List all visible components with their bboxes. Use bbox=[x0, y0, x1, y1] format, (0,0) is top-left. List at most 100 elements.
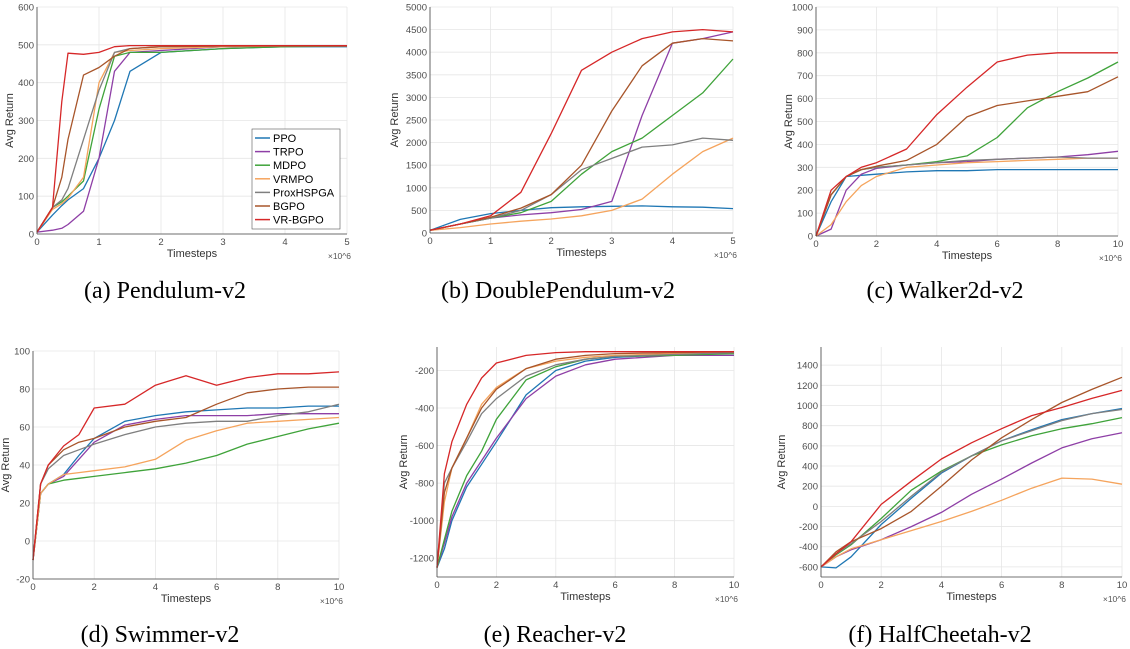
legend-entry: VRMPO bbox=[273, 174, 314, 186]
y-tick-label: 0 bbox=[813, 502, 818, 513]
y-tick-label: 60 bbox=[19, 423, 30, 434]
x-axis-label: Timesteps bbox=[167, 248, 218, 260]
x-tick-label: 10 bbox=[729, 580, 740, 591]
subplot-5: 0 2 4 6 8 10 -1200 -1000 -800 -600 -400 -200 Timeste… bbox=[398, 347, 739, 648]
x-tick-label: 6 bbox=[999, 580, 1004, 591]
y-tick-label: 700 bbox=[797, 71, 813, 82]
y-tick-label: 1200 bbox=[797, 381, 818, 392]
x-tick-label: 0 bbox=[427, 236, 432, 247]
x-multiplier: ×10^6 bbox=[1103, 594, 1126, 604]
x-axis-label: Timesteps bbox=[556, 247, 607, 259]
y-axis-label: Avg Return bbox=[398, 435, 410, 490]
y-tick-label: 80 bbox=[19, 385, 30, 396]
x-tick-label: 10 bbox=[1113, 239, 1124, 250]
y-tick-label: 4000 bbox=[406, 48, 427, 59]
x-tick-label: 6 bbox=[613, 580, 618, 591]
subplot-caption: (b) DoublePendulum-v2 bbox=[441, 278, 675, 304]
x-tick-label: 8 bbox=[1055, 239, 1060, 250]
subplot-6: 0 2 4 6 8 10 -600 -400 -200 0 200 400 600 800 1000 1200… bbox=[776, 347, 1127, 648]
y-axis-label: Avg Return bbox=[0, 438, 12, 493]
y-tick-label: 400 bbox=[18, 78, 34, 89]
series-line-proxhspga bbox=[820, 408, 1123, 568]
series-line-vr-bgpo bbox=[815, 52, 1118, 237]
series-line-vrmpo bbox=[815, 157, 1118, 237]
series-line-mdpo bbox=[32, 422, 340, 561]
subplot-caption: (f) HalfCheetah-v2 bbox=[848, 622, 1031, 648]
x-tick-label: 0 bbox=[30, 582, 35, 593]
legend-entry: MDPO bbox=[273, 160, 306, 172]
series-line-vr-bgpo bbox=[820, 389, 1123, 568]
y-tick-label: 3500 bbox=[406, 70, 427, 81]
y-tick-label: 0 bbox=[422, 229, 427, 240]
x-tick-label: 4 bbox=[553, 580, 558, 591]
y-tick-label: 800 bbox=[802, 421, 818, 432]
y-tick-label: 20 bbox=[19, 499, 30, 510]
x-tick-label: 3 bbox=[609, 236, 614, 247]
subplot-2: 0 1 2 3 4 5 0 500 1000 1500 2000 2500 3000 3500 4000 45… bbox=[389, 3, 737, 305]
y-tick-label: 100 bbox=[18, 192, 34, 203]
y-tick-label: -200 bbox=[799, 522, 818, 533]
y-tick-label: 1500 bbox=[406, 161, 427, 172]
series-line-vr-bgpo bbox=[429, 28, 734, 231]
subplot-3: 0 2 4 6 8 1001002003004005006007008009001000T… bbox=[783, 3, 1123, 305]
y-tick-label: 0 bbox=[25, 537, 30, 548]
x-tick-label: 0 bbox=[818, 580, 823, 591]
y-tick-label: -1200 bbox=[410, 554, 434, 565]
y-tick-label: 100 bbox=[797, 209, 813, 220]
y-tick-label: 0 bbox=[29, 230, 34, 241]
y-tick-label: 0 bbox=[808, 232, 813, 243]
y-tick-label: -600 bbox=[415, 441, 434, 452]
subplot-caption: (e) Reacher-v2 bbox=[484, 622, 627, 648]
x-tick-label: 8 bbox=[1059, 580, 1064, 591]
x-tick-label: 2 bbox=[874, 239, 879, 250]
legend-entry: TRPO bbox=[273, 147, 304, 159]
x-multiplier: ×10^6 bbox=[320, 596, 343, 606]
x-tick-label: 4 bbox=[939, 580, 944, 591]
series-line-trpo bbox=[436, 354, 734, 568]
y-tick-label: -1000 bbox=[410, 516, 434, 527]
x-multiplier: ×10^6 bbox=[1099, 253, 1122, 263]
y-axis-label: Avg Return bbox=[783, 94, 795, 149]
y-tick-label: 500 bbox=[411, 206, 427, 217]
plot-area bbox=[821, 347, 1122, 577]
y-tick-label: 400 bbox=[797, 140, 813, 151]
legend-entry: PPO bbox=[273, 133, 297, 145]
x-tick-label: 8 bbox=[672, 580, 677, 591]
y-tick-label: 800 bbox=[797, 48, 813, 59]
plot-area bbox=[437, 347, 734, 577]
x-multiplier: ×10^6 bbox=[714, 250, 737, 260]
y-tick-label: 900 bbox=[797, 25, 813, 36]
x-axis-label: Timesteps bbox=[946, 591, 997, 603]
x-tick-label: 3 bbox=[220, 237, 225, 248]
series-line-mdpo bbox=[36, 45, 348, 233]
x-tick-label: 4 bbox=[153, 582, 158, 593]
x-tick-label: 4 bbox=[934, 239, 939, 250]
x-multiplier: ×10^6 bbox=[715, 594, 738, 604]
series-line-bgpo bbox=[429, 37, 734, 231]
x-tick-label: 8 bbox=[275, 582, 280, 593]
y-tick-label: 200 bbox=[802, 482, 818, 493]
series-line-trpo bbox=[820, 432, 1123, 568]
x-tick-label: 1 bbox=[488, 236, 493, 247]
y-tick-label: 1000 bbox=[797, 401, 818, 412]
y-tick-label: 4500 bbox=[406, 25, 427, 36]
x-tick-label: 0 bbox=[34, 237, 39, 248]
y-tick-label: -400 bbox=[415, 404, 434, 415]
series-line-vr-bgpo bbox=[36, 44, 347, 233]
x-axis-label: Timesteps bbox=[161, 593, 212, 605]
x-tick-label: 2 bbox=[92, 582, 97, 593]
legend-entry: BGPO bbox=[273, 201, 305, 213]
x-tick-label: 6 bbox=[995, 239, 1000, 250]
x-axis-label: Timesteps bbox=[942, 250, 993, 262]
y-tick-label: 1000 bbox=[406, 183, 427, 194]
y-tick-label: 600 bbox=[797, 94, 813, 105]
x-tick-label: 6 bbox=[214, 582, 219, 593]
y-tick-label: 400 bbox=[802, 462, 818, 473]
y-axis-label: Avg Return bbox=[389, 93, 401, 148]
y-axis-label: Avg Return bbox=[4, 93, 16, 148]
y-tick-label: 1000 bbox=[792, 3, 813, 14]
y-tick-label: 200 bbox=[797, 186, 813, 197]
y-tick-label: 500 bbox=[18, 40, 34, 51]
series-line-vr-bgpo bbox=[436, 351, 734, 568]
